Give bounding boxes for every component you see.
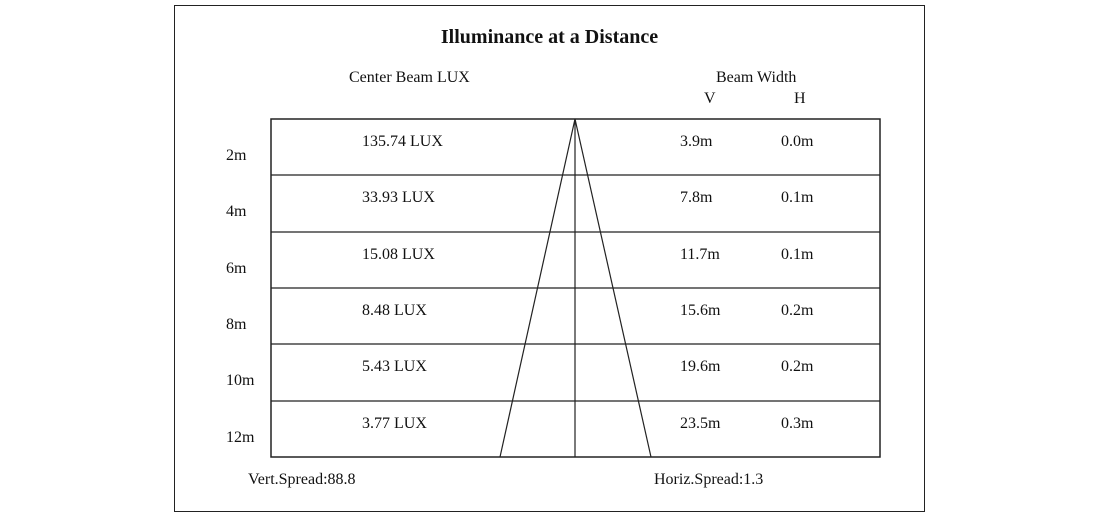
lux-value: 15.08 LUX [362, 246, 435, 263]
distance-label: 10m [226, 372, 255, 389]
beam-cone-left-edge [499, 118, 576, 458]
diagram-title: Illuminance at a Distance [440, 26, 659, 48]
distance-label: 8m [226, 316, 247, 333]
distance-label: 2m [226, 147, 247, 164]
diagram-frame [174, 5, 925, 512]
horizontal-width-value: 0.1m [781, 246, 814, 263]
horizontal-width-value: 0.3m [781, 415, 814, 432]
horizontal-width-value: 0.2m [781, 302, 814, 319]
vertical-width-value: 7.8m [680, 189, 713, 206]
horizontal-width-value: 0.0m [781, 133, 814, 150]
vertical-header: V [704, 90, 716, 107]
distance-label: 4m [226, 203, 247, 220]
vertical-width-value: 15.6m [680, 302, 721, 319]
vertical-width-value: 11.7m [680, 246, 720, 263]
vertical-width-value: 23.5m [680, 415, 721, 432]
vertical-width-value: 3.9m [680, 133, 713, 150]
distance-label: 6m [226, 260, 247, 277]
beam-cone-right-edge [574, 118, 652, 458]
beam-width-header: Beam Width [716, 69, 797, 86]
lux-value: 33.93 LUX [362, 189, 435, 206]
horizontal-width-value: 0.1m [781, 189, 814, 206]
horizontal-header: H [794, 90, 806, 107]
horizontal-spread-label: Horiz.Spread:1.3 [654, 471, 764, 488]
center-beam-header: Center Beam LUX [349, 69, 470, 86]
vertical-spread-label: Vert.Spread:88.8 [248, 471, 356, 488]
horizontal-width-value: 0.2m [781, 358, 814, 375]
lux-value: 5.43 LUX [362, 358, 427, 375]
lux-value: 8.48 LUX [362, 302, 427, 319]
lux-value: 135.74 LUX [362, 133, 443, 150]
lux-value: 3.77 LUX [362, 415, 427, 432]
vertical-width-value: 19.6m [680, 358, 721, 375]
distance-label: 12m [226, 429, 255, 446]
